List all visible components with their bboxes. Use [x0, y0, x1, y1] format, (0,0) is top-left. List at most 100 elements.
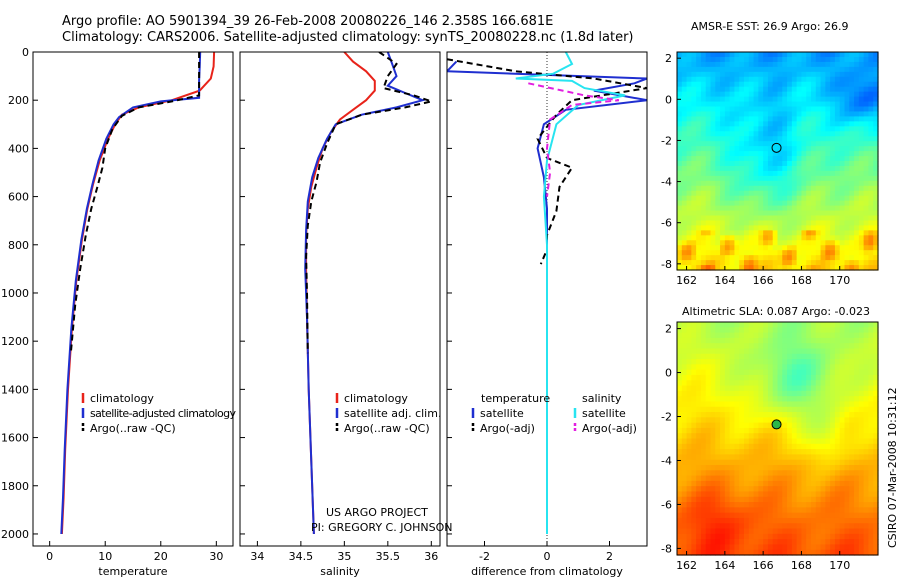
map-cell — [734, 265, 740, 271]
map-cell — [849, 146, 855, 152]
map-cell — [758, 76, 764, 83]
map-cell — [834, 255, 841, 261]
map-cell — [820, 136, 826, 142]
map-cell — [873, 56, 879, 63]
map-cell — [791, 332, 798, 339]
map-cell — [863, 205, 870, 212]
map-cell — [767, 61, 774, 68]
map-cell — [705, 390, 712, 397]
map-cell — [691, 544, 697, 551]
map-cell — [691, 66, 697, 73]
map-cell — [796, 215, 803, 222]
map-cell — [791, 111, 798, 117]
map-cell — [729, 438, 736, 445]
map-cell — [777, 190, 783, 197]
map-cell — [724, 180, 731, 187]
map-cell — [839, 240, 846, 246]
map-cell — [758, 215, 764, 222]
legend-label: Argo(..raw -QC) — [90, 422, 176, 435]
map-cell — [686, 396, 692, 403]
map-cell — [791, 235, 798, 241]
map-cell — [839, 52, 846, 58]
map-cell — [705, 250, 712, 256]
map-cell — [686, 427, 692, 434]
y-tick-label: 0 — [22, 46, 29, 59]
map-cell — [791, 480, 798, 487]
map-cell — [729, 348, 736, 355]
map-cell — [811, 491, 817, 498]
map-cell — [748, 165, 755, 172]
map-cell — [825, 369, 831, 376]
map-cell — [715, 56, 721, 63]
map-cell — [844, 185, 850, 192]
map-cell — [791, 406, 798, 413]
map-cell — [744, 121, 750, 127]
map-cell — [839, 260, 846, 266]
map-cell — [758, 343, 764, 350]
map-cell — [834, 549, 841, 556]
map-cell — [806, 220, 812, 226]
map-cell — [772, 146, 779, 152]
map-cell — [863, 230, 870, 236]
map-cell — [820, 76, 826, 83]
map-cell — [724, 502, 731, 508]
map-cell — [772, 343, 779, 350]
map-cell — [700, 533, 707, 540]
map-cell — [734, 220, 740, 226]
map-cell — [734, 91, 740, 98]
map-cell — [729, 496, 736, 503]
map-cell — [705, 433, 712, 440]
map-cell — [739, 443, 745, 450]
map-cell — [720, 101, 726, 108]
map-cell — [801, 200, 807, 207]
map-cell — [763, 56, 769, 63]
map-cell — [849, 195, 855, 202]
map-cell — [767, 250, 774, 256]
map-cell — [854, 265, 860, 271]
map-cell — [677, 507, 683, 514]
map-cell — [691, 417, 697, 424]
map-cell — [744, 486, 750, 493]
map-cell — [787, 486, 793, 493]
map-cell — [849, 433, 855, 440]
map-cell — [830, 195, 836, 202]
map-cell — [787, 220, 793, 226]
map-cell — [873, 190, 879, 197]
map-cell — [748, 81, 755, 88]
map-cell — [849, 116, 855, 122]
map-cell — [729, 475, 736, 482]
map-cell — [825, 422, 831, 429]
map-cell — [763, 433, 769, 440]
map-cell — [739, 549, 745, 556]
map-cell — [839, 480, 846, 487]
map-cell — [758, 517, 764, 524]
map-cell — [691, 146, 697, 152]
map-cell — [791, 369, 798, 376]
map-cell — [820, 180, 826, 187]
map-cell — [729, 322, 736, 328]
map-cell — [858, 126, 865, 132]
map-cell — [724, 136, 731, 142]
map-cell — [830, 443, 836, 450]
map-cell — [767, 255, 774, 261]
map-cell — [858, 250, 865, 256]
map-cell — [844, 470, 850, 477]
map-cell — [796, 255, 803, 261]
map-cell — [739, 81, 745, 88]
map-cell — [739, 151, 745, 157]
map-cell — [820, 390, 826, 397]
map-cell — [791, 126, 798, 132]
map-cell — [863, 343, 870, 350]
map-cell — [710, 230, 716, 236]
map-cell — [681, 385, 688, 392]
map-cell — [791, 195, 798, 202]
map-cell — [787, 96, 793, 103]
map-cell — [858, 56, 865, 63]
map-cell — [830, 91, 836, 98]
map-cell — [753, 146, 759, 152]
map-cell — [715, 161, 721, 167]
map-cell — [806, 390, 812, 397]
map-cell — [811, 539, 817, 546]
map-cell — [696, 175, 702, 182]
map-cell — [873, 353, 879, 360]
